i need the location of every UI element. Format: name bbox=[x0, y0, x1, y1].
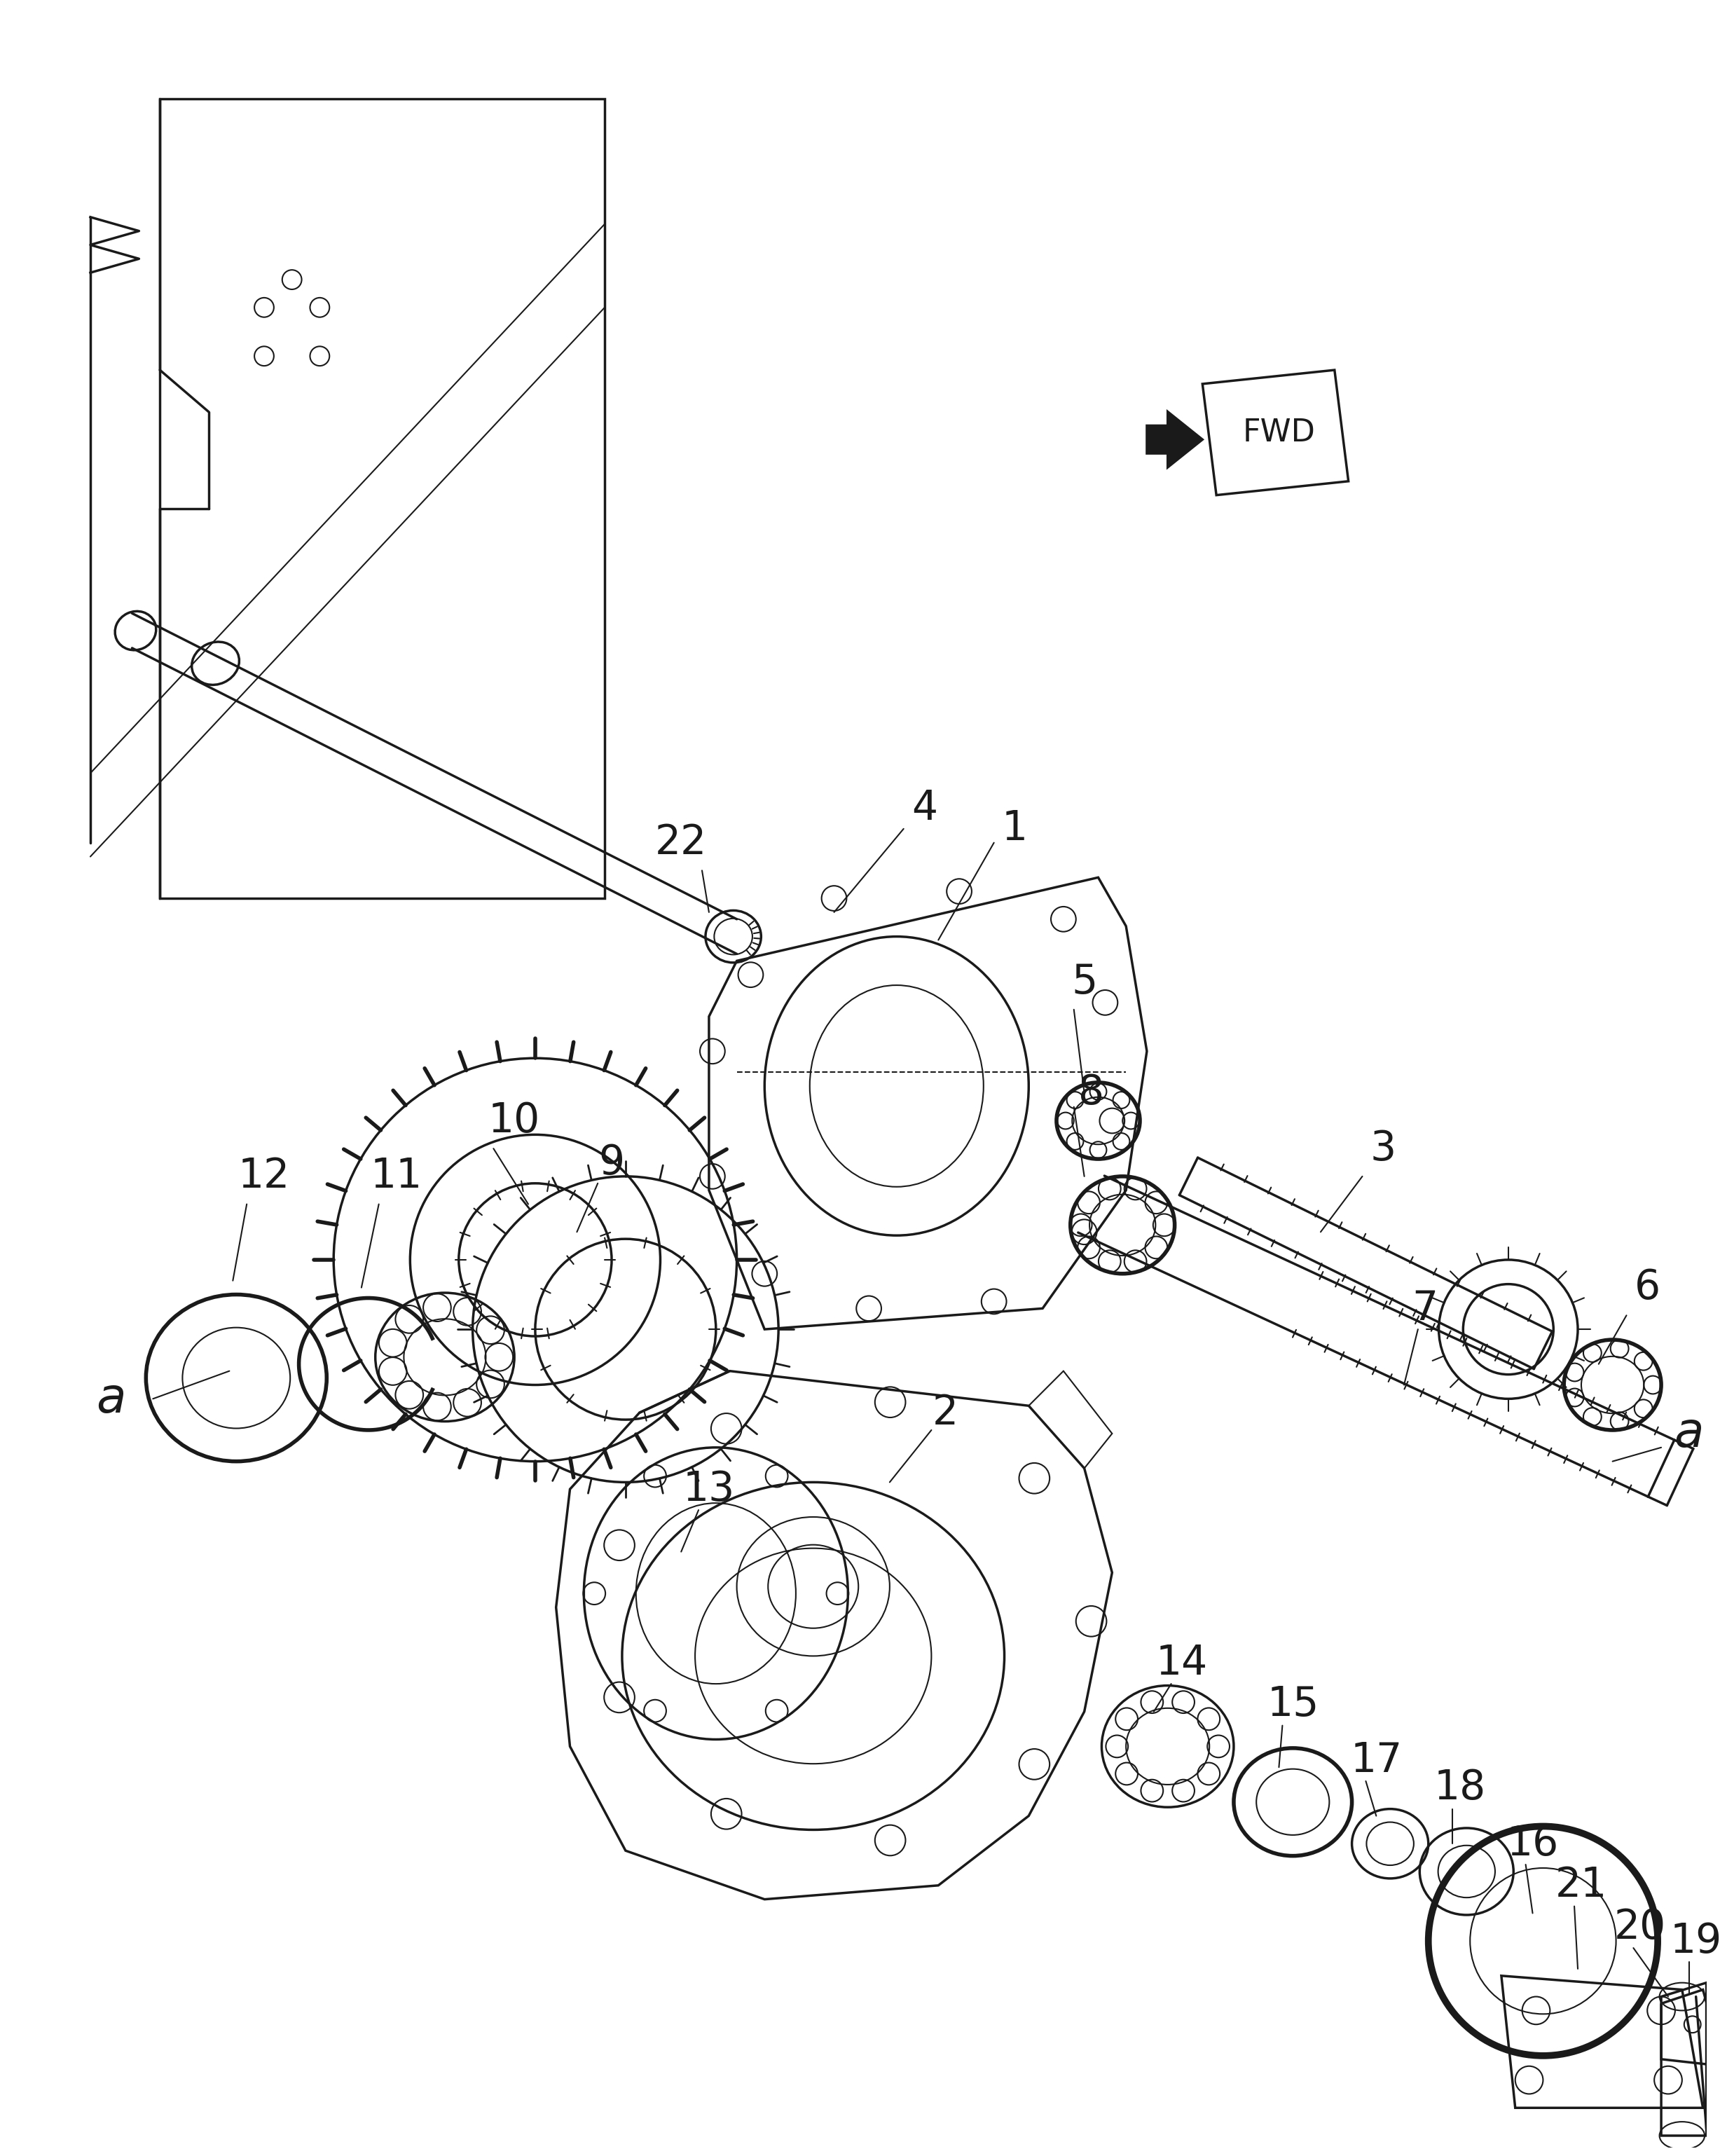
Text: 18: 18 bbox=[1434, 1768, 1486, 1809]
Text: 13: 13 bbox=[683, 1468, 734, 1509]
Text: 14: 14 bbox=[1156, 1643, 1207, 1684]
Text: 19: 19 bbox=[1670, 1921, 1720, 1962]
Text: 20: 20 bbox=[1615, 1908, 1667, 1947]
Text: 8: 8 bbox=[1078, 1074, 1104, 1112]
Text: FWD: FWD bbox=[1242, 418, 1316, 448]
Text: 21: 21 bbox=[1555, 1865, 1606, 1906]
Text: 15: 15 bbox=[1266, 1684, 1319, 1725]
Text: 3: 3 bbox=[1371, 1128, 1397, 1169]
Text: 5: 5 bbox=[1072, 962, 1097, 1003]
Text: 22: 22 bbox=[655, 824, 707, 862]
Text: 16: 16 bbox=[1507, 1824, 1558, 1863]
Text: 9: 9 bbox=[599, 1143, 624, 1181]
Text: 4: 4 bbox=[912, 787, 937, 828]
Text: a: a bbox=[1674, 1410, 1705, 1457]
Text: 2: 2 bbox=[932, 1393, 958, 1434]
Text: 1: 1 bbox=[1001, 808, 1029, 849]
Text: 6: 6 bbox=[1634, 1268, 1660, 1307]
Text: 7: 7 bbox=[1412, 1289, 1438, 1328]
Text: a: a bbox=[96, 1376, 126, 1423]
Text: 17: 17 bbox=[1350, 1740, 1402, 1781]
Text: 12: 12 bbox=[237, 1156, 291, 1197]
Text: 10: 10 bbox=[488, 1102, 540, 1141]
Text: 11: 11 bbox=[370, 1156, 421, 1197]
Polygon shape bbox=[1147, 412, 1202, 468]
